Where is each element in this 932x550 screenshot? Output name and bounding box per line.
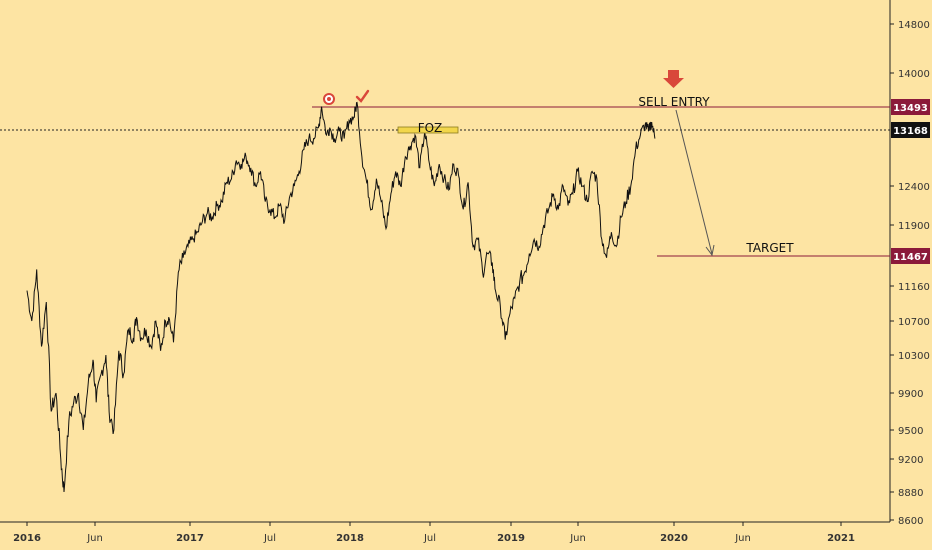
current-price-label: 13168 (893, 126, 928, 137)
sell-price-label: 13493 (893, 103, 928, 114)
y-tick-label: 8880 (898, 488, 923, 499)
target-price-label-bg (891, 248, 930, 264)
y-tick-label: 14000 (898, 69, 930, 80)
x-tick-label: Jun (734, 533, 751, 544)
x-tick-label: Jun (86, 533, 103, 544)
check-icon (355, 89, 370, 103)
x-axis: 2016 Jun 2017 Jul 2018 Jul 2019 Jun 2020 Jun 2021 (0, 521, 890, 544)
current-price-label-bg (891, 122, 930, 138)
y-tick-label: 9500 (898, 426, 923, 437)
y-tick-label: 14800 (898, 20, 930, 31)
x-tick-label: Jul (423, 533, 436, 544)
levels: 13493 13168 11467 (0, 99, 930, 264)
sell-price-label-bg (891, 99, 930, 115)
target-price-label: 11467 (893, 252, 928, 263)
sell-entry-label: SELL ENTRY (638, 95, 710, 109)
price-series (26, 101, 656, 493)
x-tick-label: 2017 (176, 533, 204, 544)
target-label: TARGET (745, 241, 794, 255)
circle-marker-dot (327, 97, 331, 101)
down-arrow-icon (663, 70, 684, 88)
y-tick-label: 11160 (898, 282, 930, 293)
y-tick-label: 10300 (898, 351, 930, 362)
x-tick-label: 2021 (827, 533, 855, 544)
y-tick-label: 12400 (898, 182, 930, 193)
x-tick-label: Jun (569, 533, 586, 544)
foz-zone (397, 126, 459, 134)
y-tick-label: 10700 (898, 317, 930, 328)
projection-arrow (675, 109, 713, 255)
x-tick-label: Jul (263, 533, 276, 544)
y-axis: 14800 14000 12400 11900 11160 10700 10300 9900 9… (889, 0, 930, 527)
x-tick-label: 2020 (660, 533, 688, 544)
x-tick-label: 2018 (336, 533, 364, 544)
x-tick-label: 2016 (13, 533, 41, 544)
annotations: FOZ SELL ENTRY TARGET (323, 70, 794, 257)
foz-label: FOZ (418, 121, 443, 135)
projection-arrow-head (705, 244, 715, 257)
y-tick-label: 9900 (898, 389, 923, 400)
x-tick-label: 2019 (497, 533, 525, 544)
y-tick-label: 11900 (898, 221, 930, 232)
y-tick-label: 9200 (898, 455, 923, 466)
y-tick-label: 8600 (898, 516, 923, 527)
price-line (26, 101, 656, 493)
